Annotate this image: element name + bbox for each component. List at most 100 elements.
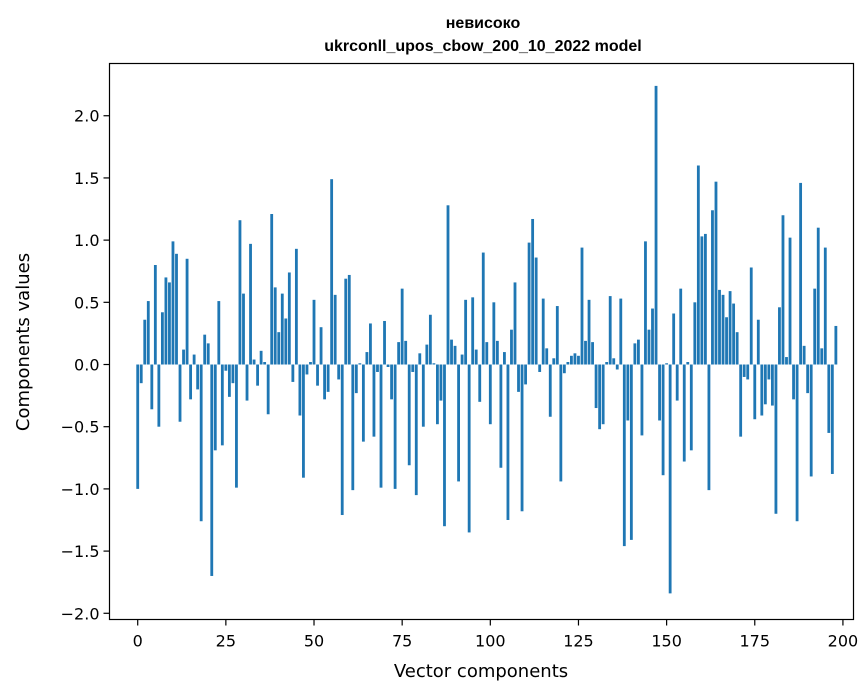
chart-subtitle: ukrconll_upos_cbow_200_10_2022 model: [324, 38, 641, 55]
bar-15: [189, 364, 193, 400]
bar-128: [587, 299, 591, 365]
bar-126: [580, 247, 584, 365]
bar-154: [679, 288, 683, 365]
bar-146: [651, 308, 654, 365]
bar-54: [326, 364, 330, 392]
bar-89: [450, 339, 453, 365]
bar-140: [629, 364, 633, 540]
bar-120: [559, 364, 563, 482]
y-tick-label: −1.0: [61, 480, 100, 499]
bar-73: [393, 364, 397, 489]
bar-91: [457, 364, 460, 482]
bar-95: [471, 297, 475, 365]
bar-60: [347, 274, 351, 365]
bar-69: [379, 364, 383, 488]
x-axis-ticks: 0 25 50 75 100 125 150 175 200: [133, 619, 859, 651]
bar-14: [185, 258, 189, 365]
bar-111: [527, 242, 531, 365]
bar-40: [277, 332, 281, 365]
bar-182: [778, 307, 781, 365]
x-tick-label: 0: [133, 632, 143, 651]
bar-106: [510, 329, 513, 365]
bar-76: [404, 340, 408, 365]
x-tick-label: 100: [475, 632, 506, 651]
bar-155: [682, 364, 686, 462]
bar-176: [756, 319, 760, 365]
x-tick-label: 75: [392, 632, 412, 651]
bar-186: [792, 364, 795, 400]
bar-20: [206, 343, 210, 365]
x-tick-label: 200: [828, 632, 859, 651]
bar-87: [443, 364, 446, 527]
bar-79: [414, 364, 418, 496]
bar-152: [672, 313, 676, 365]
bar-25: [224, 364, 228, 371]
bar-165: [718, 289, 721, 365]
bar-71: [386, 364, 390, 367]
bar-57: [337, 364, 341, 380]
bar-166: [721, 294, 725, 365]
bar-66: [369, 323, 372, 365]
y-tick-label: 1.0: [74, 231, 99, 250]
bar-37: [266, 364, 270, 415]
x-tick-label: 50: [304, 632, 324, 651]
bar-97: [478, 364, 482, 402]
bar-53: [323, 364, 326, 400]
bar-169: [732, 303, 736, 365]
bar-28: [235, 364, 238, 488]
bar-52: [319, 327, 323, 365]
bar-142: [637, 339, 640, 365]
bar-55: [330, 179, 334, 365]
bar-9: [168, 282, 171, 365]
x-tick-label: 125: [563, 632, 594, 651]
bar-168: [728, 291, 732, 365]
bar-86: [439, 364, 443, 401]
bar-117: [548, 364, 552, 417]
bar-32: [249, 243, 252, 365]
bar-109: [520, 364, 524, 512]
bar-65: [365, 352, 369, 365]
bar-125: [577, 355, 580, 365]
y-tick-label: −0.5: [61, 418, 100, 437]
x-tick-label: 150: [651, 632, 682, 651]
bar-3: [146, 301, 150, 365]
bar-177: [760, 364, 764, 416]
bar-68: [376, 364, 379, 372]
bar-133: [605, 362, 609, 365]
bar-171: [739, 364, 743, 437]
bar-26: [227, 364, 231, 397]
bar-46: [298, 364, 302, 416]
bar-45: [294, 248, 298, 365]
bar-136: [615, 364, 619, 370]
bar-6: [157, 364, 161, 427]
bar-98: [481, 252, 485, 365]
bar-72: [390, 364, 393, 400]
bar-118: [552, 358, 556, 365]
bar-59: [344, 278, 348, 365]
bar-113: [534, 257, 538, 365]
bar-100: [488, 364, 492, 425]
plot-frame: [108, 62, 855, 621]
bar-30: [242, 293, 245, 365]
bar-127: [584, 340, 587, 365]
bar-137: [619, 298, 623, 365]
bar-21: [210, 364, 214, 576]
bar-159: [696, 165, 700, 365]
y-tick-label: 2.0: [74, 107, 99, 126]
bar-194: [820, 348, 824, 365]
bar-90: [453, 345, 457, 365]
bar-197: [830, 364, 834, 474]
bar-132: [601, 364, 605, 425]
bar-162: [707, 364, 711, 491]
bar-110: [524, 364, 527, 385]
bar-122: [566, 362, 570, 365]
y-tick-label: 0.5: [74, 293, 99, 312]
bar-2: [143, 319, 147, 365]
bar-13: [182, 349, 185, 365]
bar-44: [291, 364, 295, 382]
bar-141: [633, 343, 637, 365]
bar-93: [464, 299, 468, 365]
bar-7: [160, 312, 164, 365]
bar-61: [351, 364, 355, 491]
